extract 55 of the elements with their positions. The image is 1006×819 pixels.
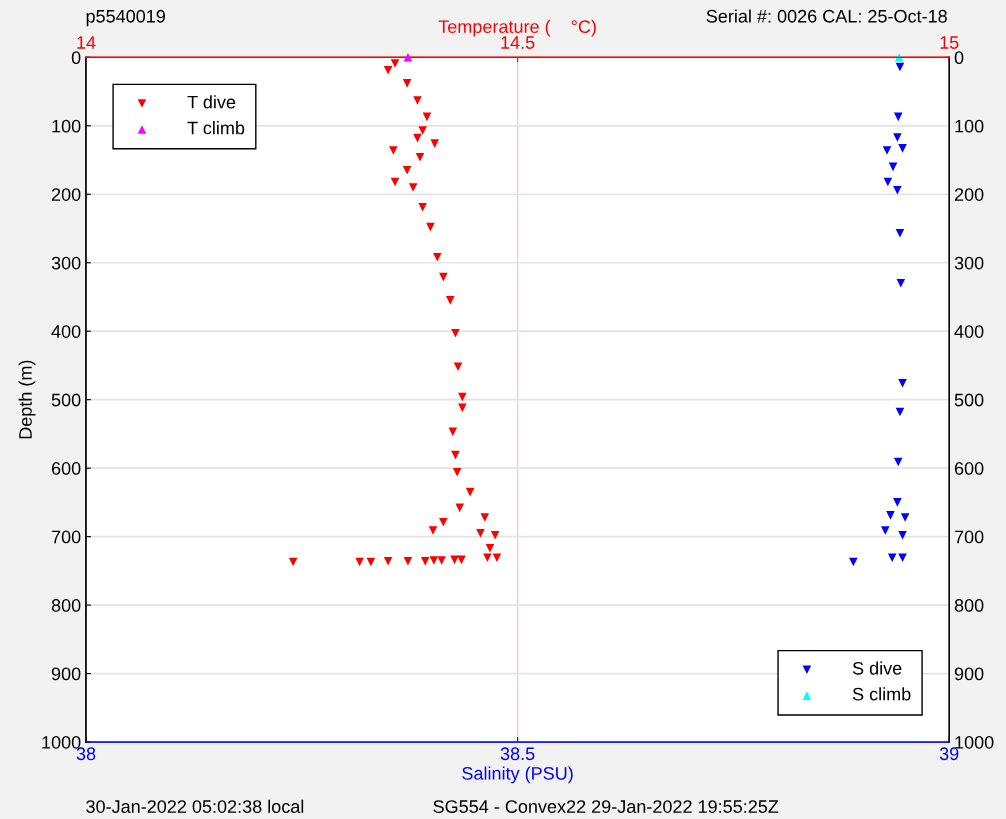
x-tick-label: 39 [939,747,959,761]
text: SG554 - Convex22 29-Jan-2022 19:55:25Z [433,800,779,813]
y2-tick-label: 600 [954,462,984,475]
y-axis-title: Depth (m) [18,360,36,439]
x2-tick-label: 14 [77,36,96,49]
x-tick-label: 38.5 [500,747,535,761]
x-tick-label: 38 [76,747,96,761]
text: 30-Jan-2022 05:02:38 local [86,799,304,813]
point [895,229,905,238]
y2-tick-label: 1000 [955,735,994,749]
legend-label: S dive [852,661,902,675]
y2-tick-label: 500 [954,393,984,407]
point [898,530,907,540]
point [886,511,895,520]
point [898,378,907,388]
y-tick-label: 900 [51,667,81,681]
y-tick-label: 0 [71,51,81,65]
y2-tick-label: 300 [954,256,984,270]
y-tick-label: 500 [51,393,81,407]
point [898,144,907,153]
y-tick-label: 600 [51,462,81,475]
point [894,53,904,62]
text: p5540019 [86,9,165,27]
point [881,526,890,535]
y2-tick-label: 0 [954,51,964,65]
point [882,146,892,155]
legend-label: T climb [187,121,245,135]
y-tick-label: 200 [51,188,81,201]
y-tick-label: 300 [51,256,81,270]
y-tick-label: 400 [51,325,81,338]
point [893,133,902,142]
point [893,185,902,195]
point [896,278,906,288]
y2-tick-label: 400 [954,325,984,338]
y-tick-label: 700 [51,530,81,544]
point [893,112,903,122]
point [893,498,902,507]
x-axis-title: Salinity (PSU) [462,766,573,784]
legend-label: S climb [852,687,911,701]
y2-tick-label: 100 [955,119,984,133]
point [849,557,858,567]
x2-axis-title: Temperature ( °C) [438,19,596,37]
x2-tick-label: 15 [940,36,959,49]
y2-tick-label: 700 [954,530,984,544]
y-tick-label: 100 [52,119,81,133]
point [893,457,903,467]
legend-label: T dive [187,95,236,109]
y-tick-label: 1000 [42,735,81,749]
text: Serial #: 0026 CAL: 25-Oct-18 [706,9,947,23]
y2-tick-label: 800 [954,599,984,612]
point [900,513,910,522]
x2-tick-label: 14.5 [501,36,535,49]
y-tick-label: 800 [51,599,81,612]
y2-tick-label: 200 [954,188,984,201]
y2-tick-label: 900 [954,667,984,681]
